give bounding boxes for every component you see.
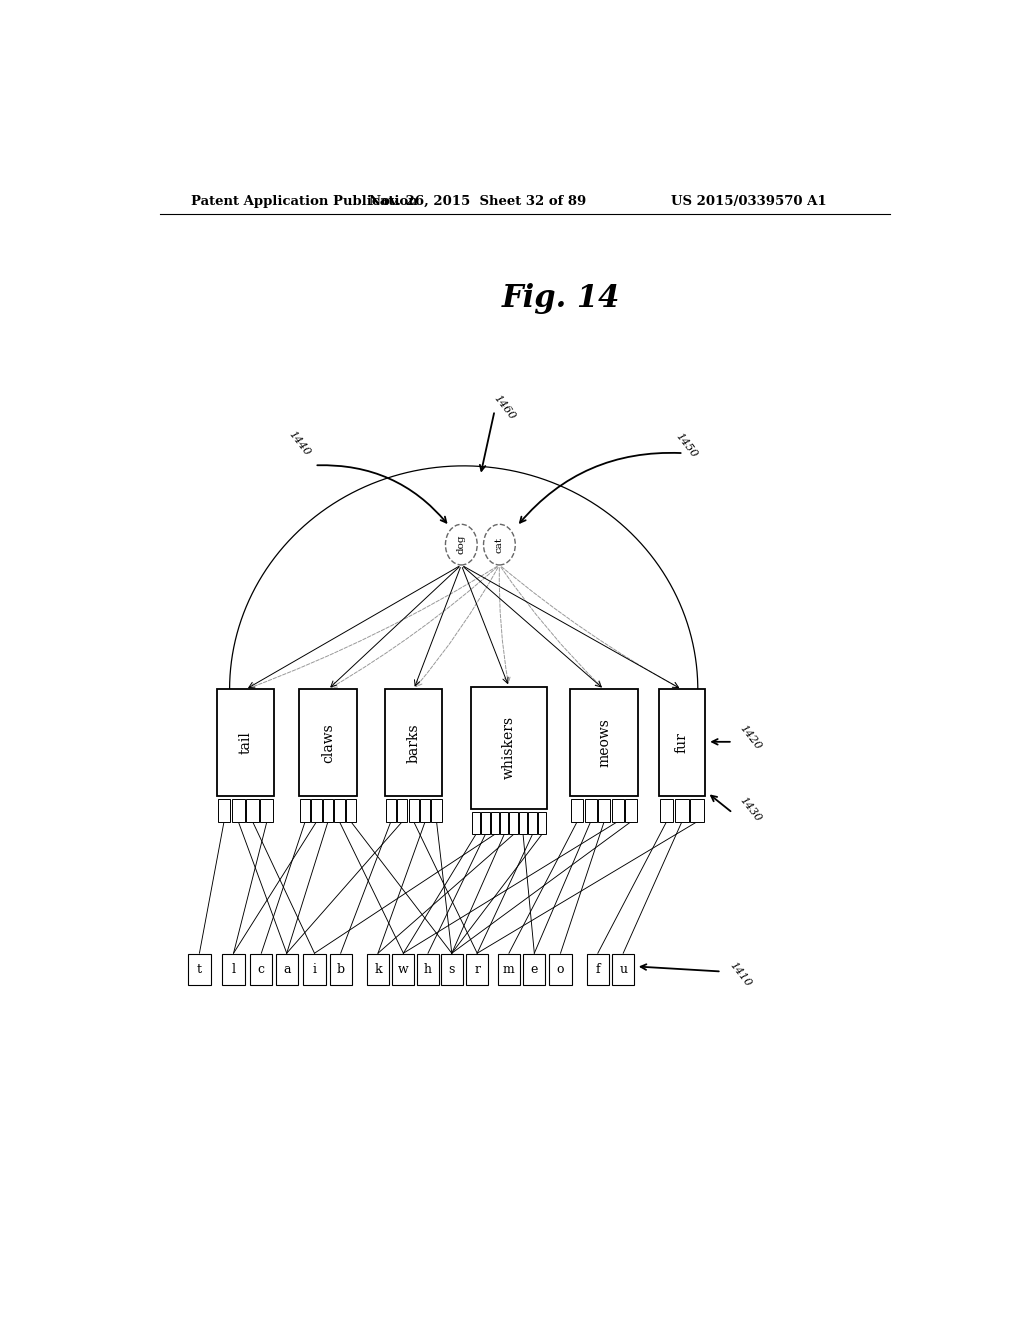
- Bar: [431, 799, 441, 821]
- Bar: [188, 954, 211, 985]
- Text: dog: dog: [457, 535, 466, 554]
- Bar: [260, 799, 273, 821]
- Text: 1430: 1430: [737, 795, 763, 824]
- Bar: [598, 799, 610, 821]
- Bar: [311, 799, 322, 821]
- Bar: [330, 954, 352, 985]
- Bar: [675, 799, 689, 821]
- Bar: [550, 954, 571, 985]
- Bar: [323, 799, 333, 821]
- Text: u: u: [620, 964, 628, 975]
- Bar: [346, 799, 356, 821]
- Ellipse shape: [445, 524, 477, 565]
- Text: r: r: [474, 964, 480, 975]
- Text: fur: fur: [675, 733, 689, 754]
- Text: Patent Application Publication: Patent Application Publication: [191, 194, 418, 207]
- Bar: [625, 799, 637, 821]
- Text: 1440: 1440: [287, 429, 312, 457]
- Bar: [275, 954, 298, 985]
- Bar: [523, 954, 546, 985]
- Text: w: w: [398, 964, 409, 975]
- Bar: [571, 799, 584, 821]
- Text: m: m: [503, 964, 515, 975]
- Text: k: k: [374, 964, 382, 975]
- Bar: [367, 954, 389, 985]
- Text: f: f: [596, 964, 600, 975]
- Text: cat: cat: [495, 536, 504, 553]
- Bar: [519, 812, 527, 834]
- Text: US 2015/0339570 A1: US 2015/0339570 A1: [671, 194, 826, 207]
- Text: tail: tail: [239, 731, 253, 754]
- Text: a: a: [283, 964, 291, 975]
- Bar: [585, 799, 597, 821]
- Text: 1450: 1450: [674, 430, 699, 459]
- Bar: [231, 799, 245, 821]
- Bar: [659, 799, 674, 821]
- Bar: [466, 954, 488, 985]
- Bar: [392, 954, 415, 985]
- Bar: [303, 954, 326, 985]
- Text: meows: meows: [597, 718, 611, 767]
- Text: 1460: 1460: [492, 393, 517, 421]
- Bar: [217, 799, 230, 821]
- Bar: [397, 799, 408, 821]
- Text: e: e: [530, 964, 538, 975]
- Bar: [222, 954, 245, 985]
- Text: h: h: [424, 964, 432, 975]
- Bar: [300, 799, 310, 821]
- Bar: [440, 954, 463, 985]
- Bar: [658, 689, 705, 796]
- Bar: [500, 812, 509, 834]
- Bar: [472, 812, 480, 834]
- Bar: [490, 812, 499, 834]
- Bar: [334, 799, 344, 821]
- Text: c: c: [258, 964, 265, 975]
- Bar: [498, 954, 520, 985]
- Bar: [409, 799, 419, 821]
- Bar: [217, 689, 274, 796]
- Text: o: o: [557, 964, 564, 975]
- Bar: [570, 689, 638, 796]
- Bar: [417, 954, 439, 985]
- Text: 1410: 1410: [727, 960, 753, 989]
- Bar: [611, 799, 624, 821]
- Text: barks: barks: [407, 723, 421, 763]
- Bar: [471, 686, 547, 809]
- Bar: [385, 689, 442, 796]
- Ellipse shape: [483, 524, 515, 565]
- Bar: [386, 799, 396, 821]
- Bar: [612, 954, 634, 985]
- Text: 1420: 1420: [737, 723, 763, 752]
- Text: i: i: [312, 964, 316, 975]
- Text: Fig. 14: Fig. 14: [502, 284, 620, 314]
- Bar: [481, 812, 489, 834]
- Text: claws: claws: [321, 723, 335, 763]
- Bar: [587, 954, 609, 985]
- Bar: [246, 799, 259, 821]
- Bar: [420, 799, 430, 821]
- Bar: [528, 812, 537, 834]
- Text: Nov. 26, 2015  Sheet 32 of 89: Nov. 26, 2015 Sheet 32 of 89: [369, 194, 586, 207]
- Bar: [690, 799, 705, 821]
- Text: whiskers: whiskers: [502, 717, 516, 780]
- Bar: [299, 689, 356, 796]
- Text: b: b: [337, 964, 345, 975]
- Bar: [509, 812, 518, 834]
- Bar: [250, 954, 272, 985]
- Text: s: s: [449, 964, 455, 975]
- Text: l: l: [231, 964, 236, 975]
- Text: t: t: [197, 964, 202, 975]
- Bar: [538, 812, 546, 834]
